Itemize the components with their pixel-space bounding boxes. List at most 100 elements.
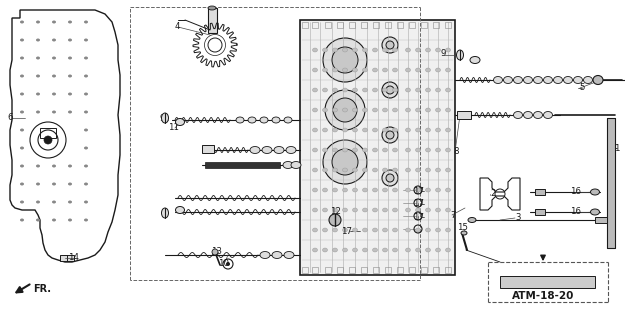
Ellipse shape bbox=[20, 164, 24, 167]
Ellipse shape bbox=[322, 108, 328, 112]
Ellipse shape bbox=[392, 208, 398, 212]
Text: 8: 8 bbox=[453, 147, 459, 156]
Ellipse shape bbox=[68, 38, 72, 42]
Ellipse shape bbox=[342, 228, 348, 232]
Ellipse shape bbox=[52, 182, 56, 186]
Circle shape bbox=[386, 131, 394, 139]
Text: 4: 4 bbox=[174, 21, 180, 30]
Ellipse shape bbox=[372, 248, 378, 252]
Ellipse shape bbox=[68, 20, 72, 23]
Ellipse shape bbox=[494, 76, 502, 84]
Ellipse shape bbox=[352, 128, 357, 132]
Ellipse shape bbox=[436, 108, 441, 112]
Ellipse shape bbox=[52, 219, 56, 221]
Bar bbox=[361, 22, 367, 28]
Ellipse shape bbox=[36, 201, 40, 204]
Ellipse shape bbox=[312, 48, 318, 52]
Ellipse shape bbox=[250, 147, 260, 154]
Ellipse shape bbox=[352, 88, 357, 92]
Ellipse shape bbox=[372, 188, 378, 192]
Ellipse shape bbox=[322, 48, 328, 52]
Ellipse shape bbox=[20, 75, 24, 77]
Ellipse shape bbox=[446, 48, 451, 52]
Circle shape bbox=[382, 37, 398, 53]
Text: 10: 10 bbox=[219, 259, 229, 268]
Text: 16: 16 bbox=[571, 187, 581, 196]
Ellipse shape bbox=[544, 111, 552, 118]
Circle shape bbox=[332, 47, 358, 73]
Text: 17: 17 bbox=[414, 212, 424, 221]
Ellipse shape bbox=[342, 168, 348, 172]
Ellipse shape bbox=[362, 88, 368, 92]
Ellipse shape bbox=[322, 168, 328, 172]
Ellipse shape bbox=[36, 164, 40, 167]
Ellipse shape bbox=[436, 48, 441, 52]
Ellipse shape bbox=[312, 88, 318, 92]
Bar bbox=[595, 217, 607, 223]
Ellipse shape bbox=[382, 128, 388, 132]
Ellipse shape bbox=[514, 76, 522, 84]
Ellipse shape bbox=[362, 208, 368, 212]
Ellipse shape bbox=[68, 57, 72, 60]
Ellipse shape bbox=[322, 148, 328, 152]
Ellipse shape bbox=[20, 201, 24, 204]
Ellipse shape bbox=[392, 228, 398, 232]
Ellipse shape bbox=[68, 92, 72, 95]
Ellipse shape bbox=[342, 248, 348, 252]
Ellipse shape bbox=[312, 188, 318, 192]
Ellipse shape bbox=[260, 117, 268, 123]
Ellipse shape bbox=[176, 206, 184, 213]
Ellipse shape bbox=[416, 228, 421, 232]
Ellipse shape bbox=[446, 128, 451, 132]
Ellipse shape bbox=[382, 168, 388, 172]
Ellipse shape bbox=[312, 68, 318, 72]
Ellipse shape bbox=[36, 38, 40, 42]
Ellipse shape bbox=[248, 117, 256, 123]
Circle shape bbox=[386, 174, 394, 182]
Ellipse shape bbox=[312, 208, 318, 212]
Circle shape bbox=[386, 41, 394, 49]
Ellipse shape bbox=[372, 88, 378, 92]
Text: 17: 17 bbox=[414, 187, 424, 196]
Circle shape bbox=[212, 249, 218, 255]
Ellipse shape bbox=[426, 248, 431, 252]
Ellipse shape bbox=[392, 68, 398, 72]
Ellipse shape bbox=[312, 108, 318, 112]
Ellipse shape bbox=[342, 88, 348, 92]
Bar bbox=[500, 276, 595, 288]
Ellipse shape bbox=[372, 168, 378, 172]
Ellipse shape bbox=[36, 57, 40, 60]
Ellipse shape bbox=[322, 228, 328, 232]
Bar bbox=[397, 267, 403, 273]
Ellipse shape bbox=[352, 188, 357, 192]
Ellipse shape bbox=[564, 76, 572, 84]
Circle shape bbox=[329, 214, 341, 226]
Text: 9: 9 bbox=[440, 49, 446, 58]
Ellipse shape bbox=[524, 111, 532, 118]
Ellipse shape bbox=[382, 188, 388, 192]
Ellipse shape bbox=[20, 182, 24, 186]
Ellipse shape bbox=[52, 38, 56, 42]
Ellipse shape bbox=[36, 219, 40, 221]
Ellipse shape bbox=[362, 228, 368, 232]
Ellipse shape bbox=[286, 147, 296, 154]
Ellipse shape bbox=[84, 164, 88, 167]
Ellipse shape bbox=[332, 88, 338, 92]
Text: ATM-18-20: ATM-18-20 bbox=[512, 291, 574, 301]
Ellipse shape bbox=[20, 38, 24, 42]
Ellipse shape bbox=[352, 168, 357, 172]
Ellipse shape bbox=[416, 128, 421, 132]
Bar bbox=[208, 8, 217, 33]
Bar bbox=[445, 267, 451, 273]
Circle shape bbox=[332, 149, 358, 175]
Ellipse shape bbox=[342, 148, 348, 152]
Ellipse shape bbox=[591, 189, 599, 195]
Ellipse shape bbox=[260, 252, 270, 259]
Ellipse shape bbox=[416, 168, 421, 172]
Ellipse shape bbox=[426, 108, 431, 112]
Ellipse shape bbox=[84, 129, 88, 132]
Ellipse shape bbox=[342, 188, 348, 192]
Ellipse shape bbox=[362, 128, 368, 132]
Ellipse shape bbox=[68, 75, 72, 77]
Ellipse shape bbox=[52, 110, 56, 114]
